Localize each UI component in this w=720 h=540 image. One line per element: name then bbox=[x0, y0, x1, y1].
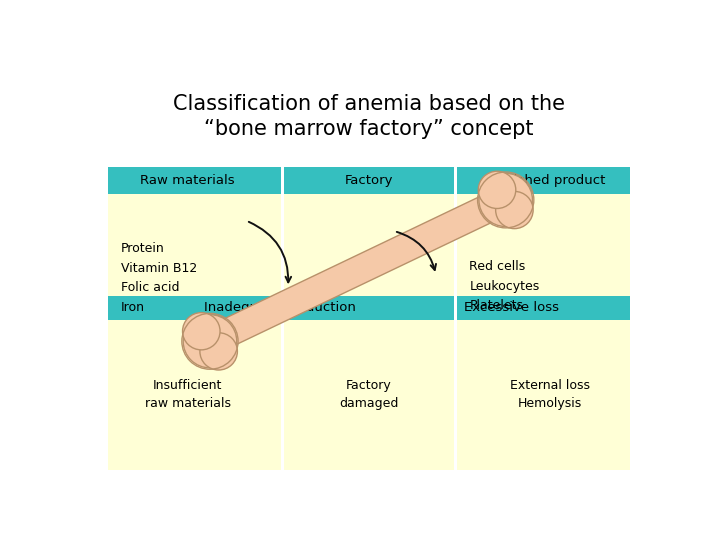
Text: Insufficient
raw materials: Insufficient raw materials bbox=[145, 380, 230, 410]
Ellipse shape bbox=[479, 173, 533, 227]
Text: Excessive loss: Excessive loss bbox=[464, 301, 559, 314]
Bar bbox=[284, 295, 454, 470]
Ellipse shape bbox=[183, 315, 237, 368]
Bar bbox=[457, 295, 629, 470]
Bar bbox=[109, 167, 281, 194]
Ellipse shape bbox=[183, 313, 220, 350]
Text: Red cells
Leukocytes
Platelets: Red cells Leukocytes Platelets bbox=[469, 260, 540, 312]
Bar bbox=[457, 167, 629, 362]
Bar bbox=[109, 295, 281, 470]
Text: Factory
damaged: Factory damaged bbox=[339, 380, 399, 410]
Bar bbox=[284, 167, 454, 194]
Ellipse shape bbox=[200, 333, 238, 370]
Text: External loss
Hemolysis: External loss Hemolysis bbox=[510, 380, 590, 410]
FancyBboxPatch shape bbox=[198, 188, 518, 353]
Text: Classification of anemia based on the: Classification of anemia based on the bbox=[173, 94, 565, 114]
Ellipse shape bbox=[495, 191, 533, 228]
Bar bbox=[457, 295, 629, 320]
Bar bbox=[109, 295, 454, 320]
Text: Inadequate production: Inadequate production bbox=[204, 301, 356, 314]
Text: Factory: Factory bbox=[345, 174, 393, 187]
Bar bbox=[109, 167, 281, 362]
Text: Raw materials: Raw materials bbox=[140, 174, 235, 187]
Text: “bone marrow factory” concept: “bone marrow factory” concept bbox=[204, 119, 534, 139]
Text: Protein
Vitamin B12
Folic acid
Iron: Protein Vitamin B12 Folic acid Iron bbox=[121, 242, 197, 314]
Text: Finished product: Finished product bbox=[495, 174, 606, 187]
Bar bbox=[457, 167, 629, 194]
Ellipse shape bbox=[478, 171, 516, 208]
Bar bbox=[284, 167, 454, 362]
